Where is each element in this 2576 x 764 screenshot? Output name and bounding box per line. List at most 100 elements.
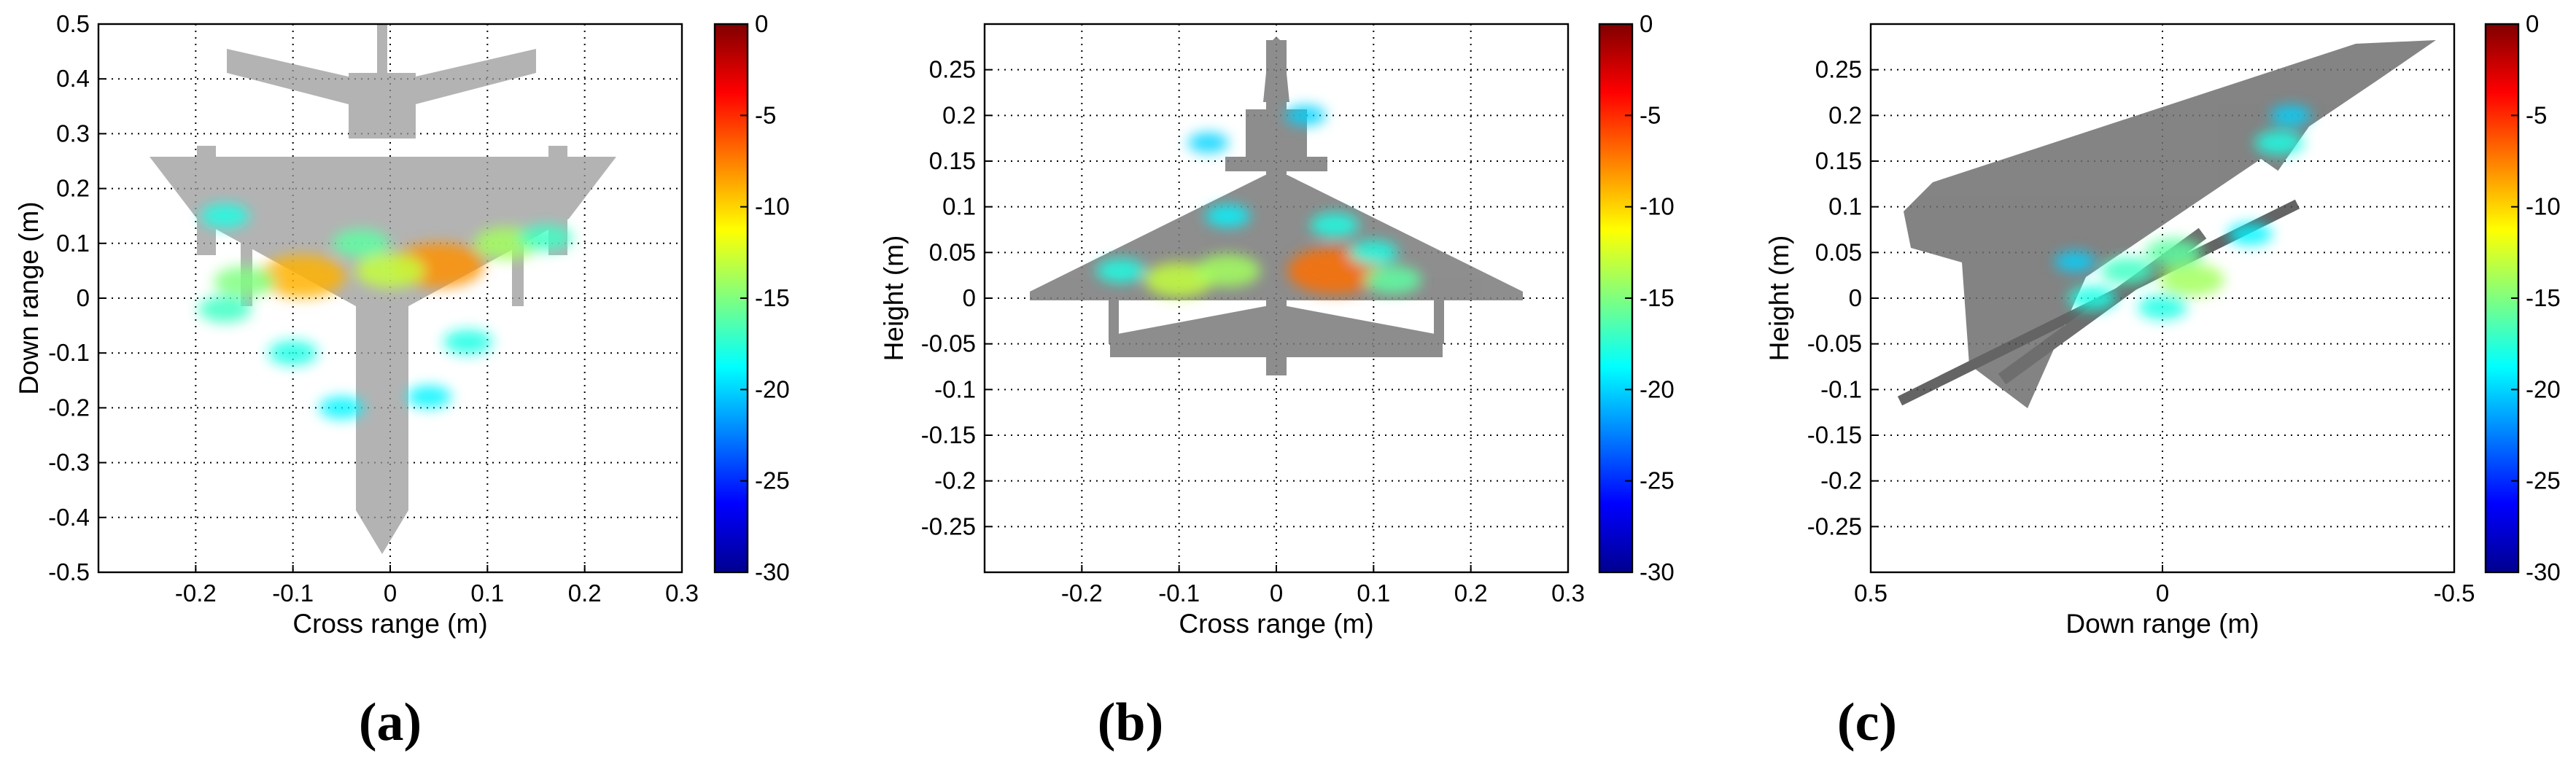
panel-c-hotspot [2138, 295, 2187, 320]
panel-c-y-tick-label: 0.1 [1828, 193, 1862, 220]
panel-b-y-tick-label: -0.1 [934, 375, 976, 402]
panel-a-x-tick-label: -0.2 [175, 580, 217, 607]
panel-a-x-tick-label: 0.1 [470, 580, 504, 607]
panel-c-hotspots [2055, 105, 2311, 320]
panel-b-colorbar-tick-label: -15 [1640, 284, 1675, 311]
panel-a-y-ticks: -0.5 -0.4 -0.3 -0.2 -0.1 0 0.1 0.2 0.3 0.4 0.5 [48, 10, 106, 585]
panel-c-y-tick-label: -0.05 [1807, 330, 1862, 357]
panel-a-y-tick-label: 0.3 [56, 120, 90, 147]
panel-b-colorbar-tick-label: -20 [1640, 375, 1675, 402]
panel-a-y-tick-label: -0.5 [48, 558, 90, 585]
panel-c-x-ticks: 0.5 0 -0.5 [1854, 565, 2475, 607]
panel-b-hotspot [1195, 254, 1261, 287]
panel-b-label: (b) [1098, 693, 1163, 752]
panel-c-y-tick-label: -0.2 [1820, 467, 1862, 494]
panel-a-colorbar-tick-label: -15 [755, 284, 790, 311]
panel-b-colorbar-tick-label: -5 [1640, 101, 1661, 128]
panel-c-x-tick-label: 0 [2156, 580, 2169, 607]
panel-b-y-tick-label: 0.2 [942, 101, 976, 128]
panel-c-y-tick-label: 0.05 [1815, 238, 1862, 265]
panel-a-colorbar-tick-label: -30 [755, 558, 790, 585]
panel-a-hotspots [198, 203, 573, 419]
panel-a-y-tick-label: -0.1 [48, 339, 90, 366]
panel-a-x-tick-label: 0 [384, 580, 397, 607]
panel-c-y-tick-label: -0.25 [1807, 512, 1862, 539]
panel-b-colorbar-tick-label: -10 [1640, 193, 1675, 220]
panel-a-y-tick-label: 0.2 [56, 175, 90, 202]
panel-a-hotspot [355, 253, 425, 289]
panel-b-hotspot [1310, 212, 1359, 238]
panel-c-y-tick-label: 0.15 [1815, 147, 1862, 174]
panel-b-y-tick-label: 0 [963, 284, 976, 311]
panel-c-hotspot [2055, 251, 2095, 272]
panel-a-y-tick-label: 0.5 [56, 10, 90, 37]
panel-c-colorbar-tick-label: -10 [2526, 193, 2561, 220]
panel-b-hotspot [1349, 240, 1398, 265]
panel-a-colorbar-tick-label: -10 [755, 193, 790, 220]
panel-a-y-tick-label: -0.2 [48, 394, 90, 421]
panel-a-colorbar-ticks: 0 -5 -10 -15 -20 -25 -30 [740, 10, 790, 585]
panel-b-y-tick-label: -0.05 [921, 330, 976, 357]
panel-b-y-tick-label: 0.15 [929, 147, 976, 174]
panel-a-hotspot [200, 203, 249, 229]
panel-b-y-tick-label: 0.05 [929, 238, 976, 265]
panel-a-x-tick-label: 0.3 [665, 580, 699, 607]
panel-c-colorbar-ticks: 0 -5 -10 -15 -20 -25 -30 [2511, 10, 2561, 585]
panel-a-hotspot [214, 266, 275, 297]
panel-c-y-tick-label: -0.1 [1820, 375, 1862, 402]
panel-b-x-axis-label: Cross range (m) [1179, 609, 1373, 639]
panel-a-x-ticks: -0.2 -0.1 0 0.1 0.2 0.3 [175, 565, 699, 607]
panel-b-colorbar-tick-label: -25 [1640, 467, 1675, 494]
panel-a-hotspot [519, 225, 573, 252]
panel-a-x-axis-label: Cross range (m) [292, 609, 487, 639]
panel-b-colorbar-tick-label: -30 [1640, 558, 1675, 585]
panel-a-colorbar-tick-label: -5 [755, 101, 776, 128]
panel-c-colorbar-tick-label: 0 [2526, 10, 2539, 37]
panel-c-hotspot [2100, 257, 2154, 284]
panel-c-x-tick-label: -0.5 [2434, 580, 2475, 607]
panel-b-hotspots [1096, 105, 1422, 297]
panel-c-label: (c) [1837, 693, 1897, 752]
panel-c-y-tick-label: 0 [1849, 284, 1862, 311]
panel-b-hotspot [1285, 105, 1326, 126]
panel-c-colorbar-tick-label: -5 [2526, 101, 2547, 128]
panel-a-label: (a) [359, 693, 422, 752]
panel-a: -0.2 -0.1 0 0.1 0.2 0.3 -0.5 -0.4 -0.3 -0.2 -0.1 0… [14, 10, 790, 752]
panel-b-hotspot [1364, 265, 1422, 295]
panel-c-y-axis-label: Height (m) [1764, 235, 1794, 362]
panel-b-x-tick-label: -0.1 [1158, 580, 1200, 607]
panel-c-colorbar-tick-label: -20 [2526, 375, 2561, 402]
panel-b-y-tick-label: -0.25 [921, 512, 976, 539]
panel-c-y-tick-label: -0.15 [1807, 421, 1862, 448]
panel-a-hotspot [268, 340, 318, 366]
panel-a-hotspot [443, 330, 493, 354]
panel-c: 0.5 0 -0.5 -0.25 -0.2 -0.15 -0.1 -0.05 0 0.05 0.1… [1764, 10, 2561, 752]
panel-b-x-tick-label: -0.2 [1061, 580, 1103, 607]
panel-c-x-axis-label: Down range (m) [2065, 609, 2259, 639]
panel-a-hotspot [198, 295, 252, 323]
panel-a-y-tick-label: -0.4 [48, 504, 90, 531]
panel-b-hotspot [1187, 132, 1229, 153]
panel-b-x-tick-label: 0.2 [1454, 580, 1488, 607]
panel-b-y-tick-label: -0.2 [934, 467, 976, 494]
panel-b-y-axis-label: Height (m) [879, 235, 909, 362]
panel-a-hotspot [332, 229, 390, 258]
panel-a-colorbar-tick-label: -25 [755, 467, 790, 494]
panel-b-y-tick-label: 0.1 [942, 193, 976, 220]
panel-a-y-tick-label: 0 [77, 284, 90, 311]
panel-c-hotspot [2145, 238, 2203, 267]
panel-b: -0.2 -0.1 0 0.1 0.2 0.3 -0.25-0.2-0.15-0.1-0.… [879, 10, 1675, 752]
panel-b-y-tick-label: -0.15 [921, 421, 976, 448]
panel-b-colorbar-tick-label: 0 [1640, 10, 1653, 37]
panel-c-colorbar-tick-label: -15 [2526, 284, 2561, 311]
panel-b-x-tick-label: 0.1 [1357, 580, 1390, 607]
panel-b-x-tick-label: 0 [1270, 580, 1283, 607]
panel-c-hotspot [2270, 105, 2311, 126]
panel-b-x-ticks: -0.2 -0.1 0 0.1 0.2 0.3 [1061, 565, 1585, 607]
panel-a-y-tick-label: 0.4 [56, 65, 90, 92]
panel-b-y-ticks: -0.25 -0.2 -0.15 -0.1 -0.05 0 0.05 0.1 0.15 0.2 0.… [921, 56, 992, 539]
panel-a-y-tick-label: 0.1 [56, 230, 90, 257]
panel-c-colorbar-tick-label: -25 [2526, 467, 2561, 494]
panel-c-y-ticks: -0.25 -0.2 -0.15 -0.1 -0.05 0 0.05 0.1 0.15 0.2 0.… [1807, 56, 1878, 539]
